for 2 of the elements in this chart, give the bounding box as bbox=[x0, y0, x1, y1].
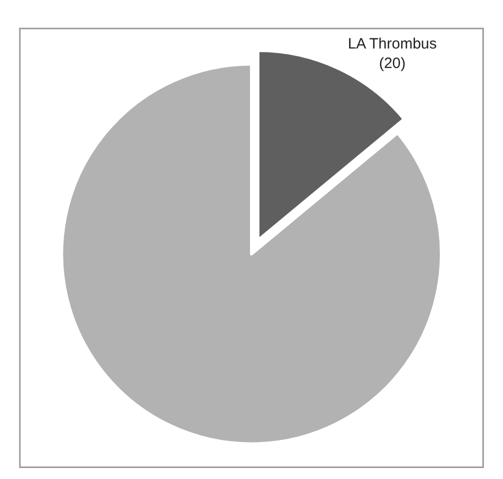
slice-label: LA Thrombus bbox=[348, 35, 437, 52]
data-label: (20) bbox=[378, 54, 406, 72]
